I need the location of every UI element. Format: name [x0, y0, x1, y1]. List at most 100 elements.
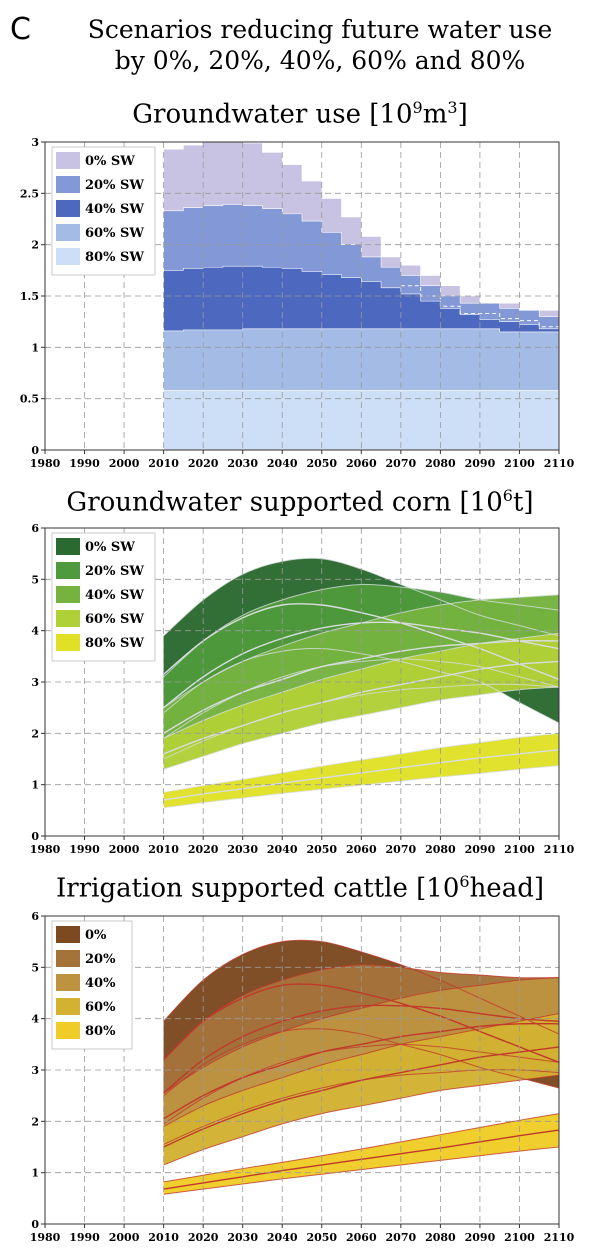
y-tick-label: 3: [31, 676, 39, 689]
series-lower-line-3: [163, 1074, 560, 1166]
series-lower-line-4: [163, 765, 560, 809]
legend-swatch: [56, 926, 80, 943]
legend-swatch: [56, 248, 80, 265]
x-tick-label: 1980: [30, 457, 61, 470]
x-tick-label: 2100: [504, 843, 535, 856]
chart-3-title-rest: head: [469, 873, 534, 904]
legend-label: 80%: [85, 1024, 116, 1039]
y-tick-label: 4: [31, 625, 39, 638]
x-tick-label: 2030: [227, 1231, 258, 1244]
series-lower-line-0: [163, 1028, 560, 1097]
y-tick-label: 2: [31, 727, 39, 740]
chart-1-title: Groundwater use [109m3]: [0, 98, 600, 130]
heading-line-2: by 0%, 20%, 40%, 60% and 80%: [114, 46, 526, 75]
figure-heading: Scenarios reducing future water use by 0…: [0, 14, 600, 76]
y-tick-label: 0: [31, 830, 39, 843]
y-tick-label: 5: [31, 573, 39, 586]
y-tick-label: 1: [31, 341, 39, 354]
x-tick-label: 2020: [188, 843, 219, 856]
x-tick-label: 2070: [386, 457, 417, 470]
x-tick-label: 2080: [425, 457, 456, 470]
chart-1-title-end: ]: [457, 99, 468, 130]
series-mid-line-2: [163, 1022, 560, 1120]
series-upper-line-3: [163, 1013, 560, 1127]
x-tick-label: 2010: [148, 457, 179, 470]
legend-swatch: [56, 974, 80, 991]
legend-label: 20%: [85, 952, 116, 967]
y-tick-label: 0.5: [20, 393, 39, 406]
series-mid-line-1: [163, 1004, 560, 1094]
x-tick-label: 2080: [425, 1231, 456, 1244]
chart-3-title-sup: 6: [459, 872, 470, 891]
chart-1-title-sup2: 3: [447, 98, 458, 117]
chart-3-title: Irrigation supported cattle [106head]: [0, 872, 600, 904]
x-tick-label: 2090: [465, 843, 496, 856]
y-tick-label: 5: [31, 961, 39, 974]
legend-label: 80% SW: [85, 636, 144, 651]
chart-1-title-rest: m: [422, 99, 448, 130]
legend-swatch: [56, 586, 80, 603]
x-tick-label: 2040: [267, 843, 298, 856]
legend-label: 20% SW: [85, 564, 144, 579]
x-tick-label: 1990: [69, 1231, 100, 1244]
legend-swatch: [56, 200, 80, 217]
legend-label: 20% SW: [85, 178, 144, 193]
legend-label: 0% SW: [85, 154, 135, 169]
x-tick-label: 2020: [188, 1231, 219, 1244]
x-tick-label: 2050: [306, 1231, 337, 1244]
x-tick-label: 2030: [227, 457, 258, 470]
chart-1-title-text: Groundwater use [10: [132, 99, 413, 130]
legend-swatch: [56, 152, 80, 169]
legend-label: 0%: [85, 928, 107, 943]
y-tick-label: 2: [31, 1115, 39, 1128]
x-tick-label: 1980: [30, 843, 61, 856]
chart-2-title: Groundwater supported corn [106t]: [0, 486, 600, 518]
chart-2-title-sup: 6: [502, 486, 513, 505]
chart-3-title-text: Irrigation supported cattle [10: [56, 873, 460, 904]
legend-label: 60% SW: [85, 226, 144, 241]
x-tick-label: 2060: [346, 457, 377, 470]
cattle-chart: 1980 1990 2000 2010 2020 2030 2040 2050 2060 2070…: [30, 910, 575, 1244]
legend-label: 40% SW: [85, 588, 144, 603]
series-lower-line-3: [163, 686, 560, 770]
legend-swatch: [56, 224, 80, 241]
groundwater-corn-chart: 1980 1990 2000 2010 2020 2030 2040 2050 2060 2070…: [30, 522, 575, 856]
series-mid-line-0: [163, 983, 560, 1063]
legend-swatch: [56, 538, 80, 555]
x-tick-label: 2010: [148, 843, 179, 856]
y-tick-label: 3: [31, 1064, 39, 1077]
x-tick-label: 2110: [544, 1231, 575, 1244]
chart-2-title-rest: t: [512, 487, 524, 518]
chart-3-title-end: ]: [533, 873, 544, 904]
x-tick-label: 2090: [465, 457, 496, 470]
y-tick-label: 1: [31, 1167, 39, 1180]
x-tick-label: 1990: [69, 843, 100, 856]
x-tick-label: 2090: [465, 1231, 496, 1244]
x-tick-label: 2100: [504, 1231, 535, 1244]
x-tick-label: 2050: [306, 843, 337, 856]
chart-2-title-text: Groundwater supported corn [10: [66, 487, 503, 518]
legend-label: 40%: [85, 976, 116, 991]
chart-2-title-end: ]: [523, 487, 534, 518]
x-tick-label: 2070: [386, 1231, 417, 1244]
series-upper-line-1: [163, 583, 560, 678]
x-tick-label: 2040: [267, 457, 298, 470]
legend-swatch: [56, 634, 80, 651]
legend-label: 60%: [85, 1000, 116, 1015]
y-tick-label: 3: [31, 136, 39, 149]
legend-label: 80% SW: [85, 250, 144, 265]
legend-label: 40% SW: [85, 202, 144, 217]
legend-swatch: [56, 1022, 80, 1039]
y-tick-label: 6: [31, 910, 39, 923]
x-tick-label: 2000: [109, 1231, 140, 1244]
legend-label: 60% SW: [85, 612, 144, 627]
chart-1-title-sup: 9: [412, 98, 423, 117]
y-tick-label: 0: [31, 1218, 39, 1231]
x-tick-label: 2000: [109, 843, 140, 856]
x-tick-label: 2050: [306, 457, 337, 470]
heading-line-1: Scenarios reducing future water use: [87, 15, 553, 44]
y-tick-label: 1: [31, 779, 39, 792]
legend-swatch: [56, 950, 80, 967]
legend-swatch: [56, 998, 80, 1015]
x-tick-label: 2040: [267, 1231, 298, 1244]
